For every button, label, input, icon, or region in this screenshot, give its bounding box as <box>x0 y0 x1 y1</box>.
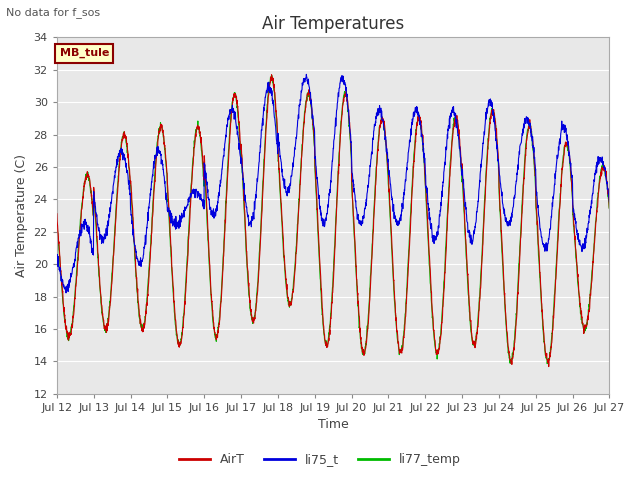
li77_temp <box>207 291 215 297</box>
AirT <box>557 181 565 187</box>
AirT <box>207 288 215 294</box>
li75_t <box>494 156 502 162</box>
li75_t <box>303 72 310 77</box>
li77_temp <box>53 217 61 223</box>
li75_t <box>573 226 580 231</box>
AirT <box>605 205 613 211</box>
AirT <box>268 72 275 78</box>
Legend: AirT, li75_t, li77_temp: AirT, li75_t, li77_temp <box>174 448 466 471</box>
li75_t <box>53 254 61 260</box>
li77_temp <box>605 206 613 212</box>
li77_temp <box>494 153 502 159</box>
Line: AirT: AirT <box>57 75 609 367</box>
AirT <box>53 211 61 216</box>
li75_t <box>207 212 215 218</box>
Line: li75_t: li75_t <box>57 74 609 293</box>
li77_temp <box>557 183 565 189</box>
AirT <box>494 148 502 154</box>
AirT <box>349 206 357 212</box>
AirT <box>362 347 369 353</box>
Line: li77_temp: li77_temp <box>57 75 609 364</box>
li77_temp <box>349 211 357 217</box>
li75_t <box>62 290 70 296</box>
li75_t <box>557 130 565 135</box>
Y-axis label: Air Temperature (C): Air Temperature (C) <box>15 154 28 277</box>
AirT <box>545 364 552 370</box>
li75_t <box>362 203 369 209</box>
X-axis label: Time: Time <box>317 419 348 432</box>
li77_temp <box>543 361 551 367</box>
Text: MB_tule: MB_tule <box>60 48 109 58</box>
li77_temp <box>268 72 276 78</box>
li77_temp <box>362 344 369 349</box>
li75_t <box>605 199 613 205</box>
Title: Air Temperatures: Air Temperatures <box>262 15 404 33</box>
li77_temp <box>573 259 580 265</box>
AirT <box>573 253 580 259</box>
Text: No data for f_sos: No data for f_sos <box>6 7 100 18</box>
li75_t <box>349 183 357 189</box>
